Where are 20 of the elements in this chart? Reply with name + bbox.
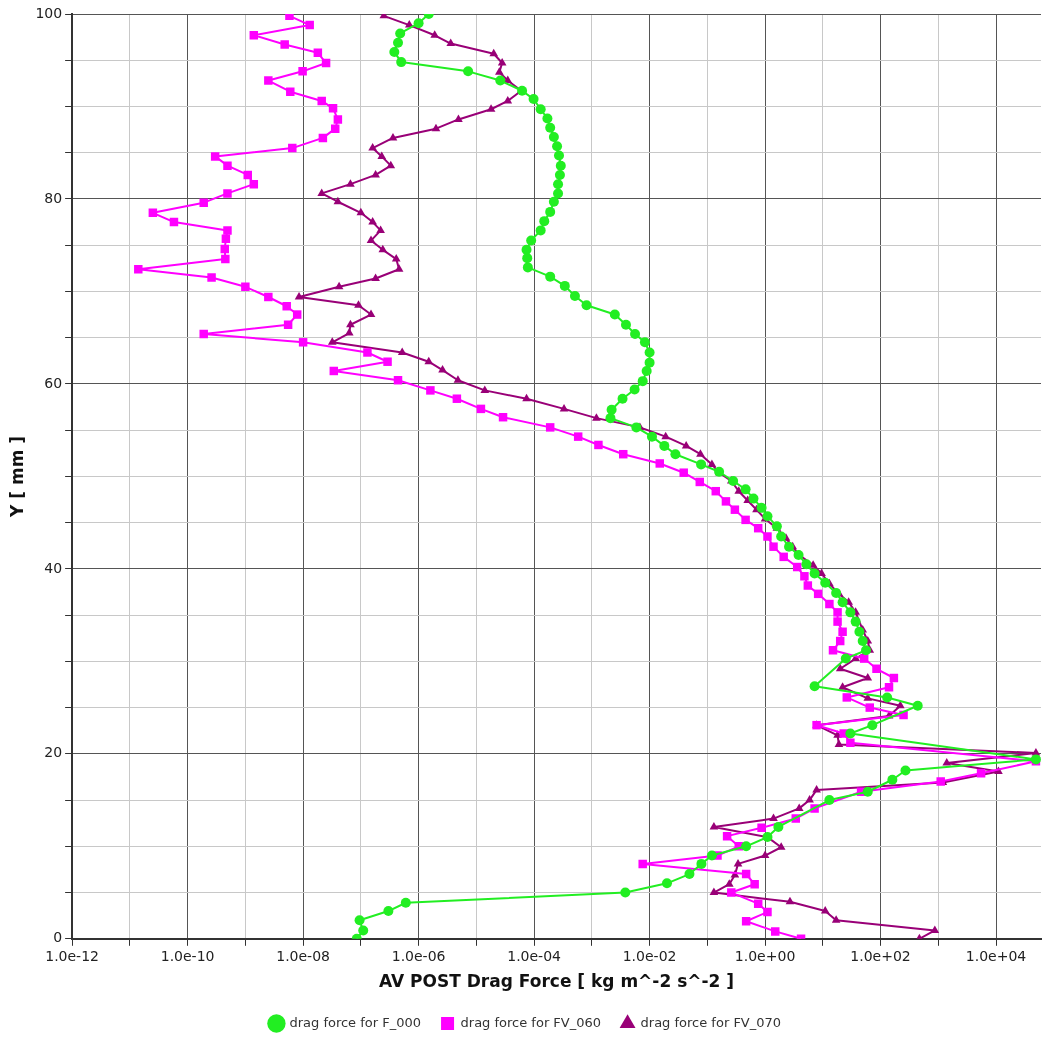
x-tick-label: 1.0e-08 <box>276 947 330 964</box>
x-tick-label: 1.0e-04 <box>507 947 562 964</box>
y-tick-label: 40 <box>44 559 63 576</box>
y-tick-label: 20 <box>44 744 63 761</box>
x-tick-label: 1.0e+04 <box>965 947 1027 964</box>
x-axis-title: AV POST Drag Force [ kg m^-2 s^-2 ] <box>379 971 735 992</box>
y-tick-label: 80 <box>44 189 63 206</box>
y-tick-label: 100 <box>35 4 63 21</box>
x-tick-label: 1.0e-10 <box>160 947 215 964</box>
x-tick-label: 1.0e-02 <box>622 947 677 964</box>
x-tick-label: 1.0e-12 <box>45 947 99 964</box>
y-tick-label: 0 <box>53 929 63 946</box>
x-tick-label: 1.0e+02 <box>850 947 911 964</box>
y-axis-title: Y [ mm ] <box>6 435 27 518</box>
x-tick-label: 1.0e-06 <box>391 947 446 964</box>
legend-label: drag force for FV_070 <box>640 1014 782 1030</box>
legend-label: drag force for F_000 <box>289 1014 422 1030</box>
legend-label: drag force for FV_060 <box>460 1014 602 1030</box>
y-tick-label: 60 <box>44 374 63 391</box>
x-tick-label: 1.0e+00 <box>734 947 796 964</box>
